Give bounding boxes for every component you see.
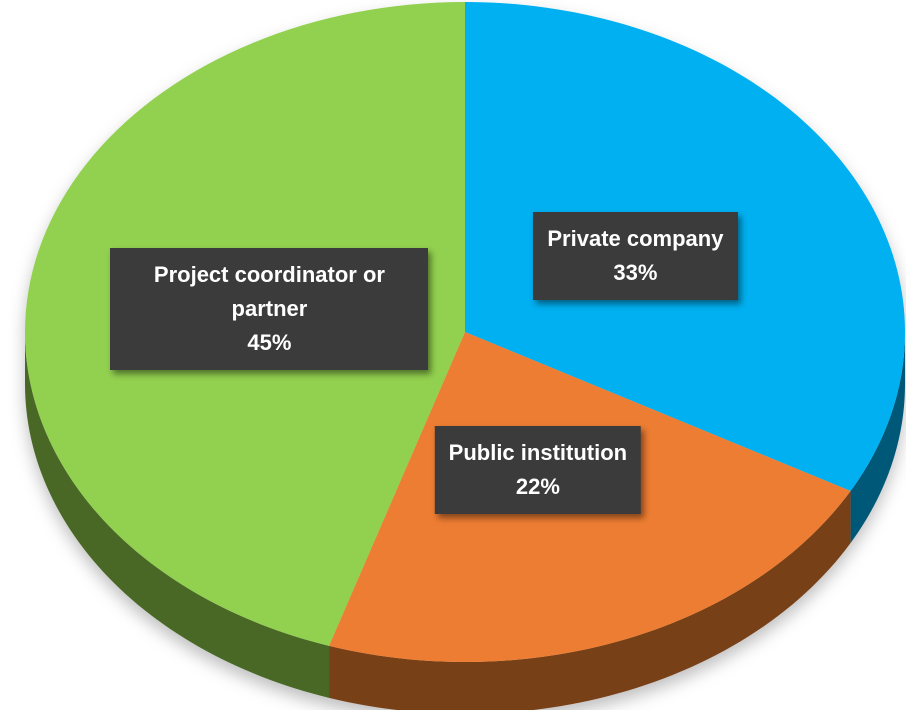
data-label: Project coordinator or partner 45% <box>110 247 429 370</box>
data-label: Public institution 22% <box>434 426 642 515</box>
label-value: 22% <box>515 474 560 500</box>
pie-side <box>329 490 851 710</box>
data-label: Private company 33% <box>533 212 738 301</box>
pie-side <box>850 332 905 543</box>
label-value: 45% <box>247 329 292 355</box>
pie-side <box>25 332 330 698</box>
label-name: Project coordinator or partner <box>153 261 385 321</box>
label-name: Private company <box>547 226 724 252</box>
label-name: Public institution <box>448 440 628 466</box>
label-value: 33% <box>613 260 658 286</box>
